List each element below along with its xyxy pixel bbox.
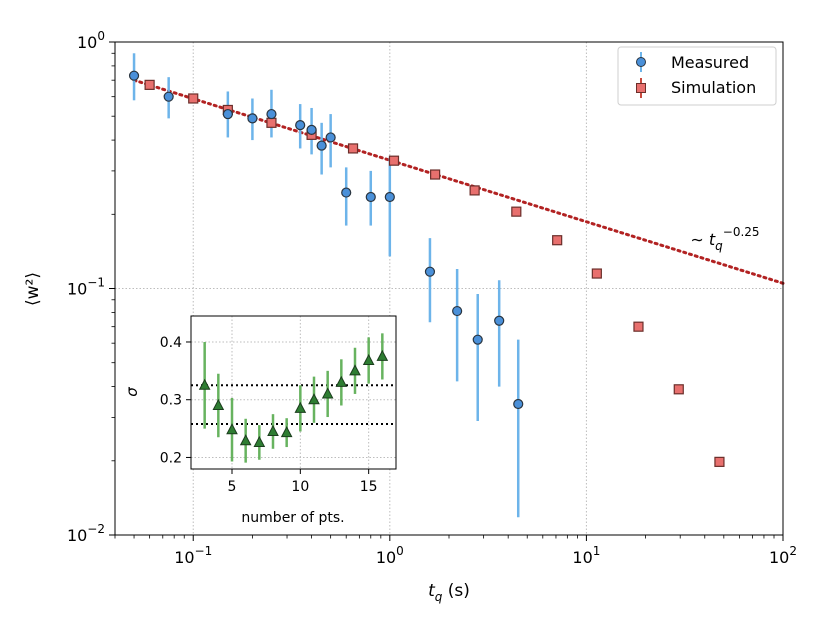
- inset-point: [376, 349, 389, 361]
- simulation-point: [430, 169, 441, 180]
- inset-hlines: [191, 384, 396, 425]
- y-axis-label: ⟨w²⟩: [23, 272, 43, 306]
- inset-point: [321, 387, 334, 399]
- measured-point: [222, 108, 233, 120]
- measured-point: [513, 398, 524, 410]
- simulation-point: [388, 155, 400, 166]
- legend-measured-label: Measured: [671, 53, 749, 72]
- measured-point: [316, 140, 327, 151]
- measured-point: [266, 108, 277, 120]
- inset-y-tick-label: 0.3: [160, 393, 182, 409]
- legend-measured-marker: [636, 57, 646, 67]
- simulation-point: [633, 321, 644, 332]
- inset-background: [191, 316, 396, 469]
- simulation-point: [552, 235, 563, 246]
- y-tick-label: 100: [77, 29, 105, 52]
- simulation-point: [714, 456, 725, 467]
- fit-annotation-text: ∼ tq−0.25: [690, 225, 759, 253]
- fit-line-layer: [132, 78, 785, 285]
- main-ticks: 10−1 100 101 102 10−2 10−1 100: [67, 29, 797, 567]
- measured-point: [325, 132, 336, 143]
- inset-x-label: number of pts.: [241, 510, 344, 526]
- inset-frame: [190, 315, 397, 470]
- measured-point: [452, 305, 463, 317]
- inset-point: [212, 398, 225, 410]
- inset-point: [280, 426, 293, 438]
- inset-point: [362, 353, 375, 365]
- measured-point: [128, 70, 140, 81]
- simulation-point: [347, 143, 359, 154]
- inset-point: [267, 424, 279, 436]
- measured-point: [247, 113, 258, 124]
- inset-y-label: σ: [123, 387, 141, 397]
- simulation-point: [144, 79, 155, 90]
- y-tick-label: 10−2: [67, 522, 105, 545]
- inset-point: [294, 401, 307, 413]
- x-axis-label: tq (s): [428, 581, 470, 604]
- x-tick-label: 10−1: [174, 544, 212, 567]
- fit-line: [132, 78, 785, 285]
- simulation-point: [511, 206, 522, 217]
- inset-y-tick-label: 0.2: [160, 450, 182, 466]
- y-tick-label: 10−1: [67, 276, 105, 299]
- simulation-point: [188, 93, 199, 104]
- inset-point: [239, 434, 252, 446]
- inset-x-tick-label: 15: [360, 479, 378, 495]
- measured-point: [472, 334, 483, 345]
- simulation-point: [673, 384, 684, 395]
- measured-point: [341, 187, 352, 198]
- fit-annotation: ∼ tq−0.25: [690, 225, 759, 253]
- legend-simulation-marker: [636, 83, 646, 93]
- inset-data-layer: [198, 333, 389, 463]
- measured-point: [365, 191, 376, 203]
- measured-point: [306, 124, 317, 135]
- x-tick-label: 101: [572, 544, 600, 567]
- inset-ticks: 5 10 15 0.2 0.3 0.4: [160, 335, 378, 495]
- main-data-layer: [128, 53, 725, 518]
- measured-point: [494, 315, 505, 326]
- simulation-point: [266, 117, 277, 128]
- inset-point: [335, 375, 348, 387]
- measured-point: [295, 120, 306, 131]
- inset-point: [253, 435, 266, 447]
- inset-x-tick-label: 10: [291, 479, 309, 495]
- measured-point: [163, 91, 174, 102]
- inset-point: [226, 423, 238, 435]
- measured-point: [424, 266, 436, 277]
- x-tick-label: 100: [376, 544, 404, 567]
- x-tick-label: 102: [769, 544, 797, 567]
- measured-point: [384, 191, 395, 203]
- inset-point: [308, 393, 320, 405]
- legend-simulation-label: Simulation: [671, 78, 756, 97]
- simulation-point: [591, 268, 602, 279]
- legend: Measured Simulation: [617, 46, 777, 106]
- simulation-point: [469, 185, 480, 196]
- inset-y-tick-label: 0.4: [160, 335, 182, 351]
- inset-x-tick-label: 5: [228, 479, 237, 495]
- inset-point: [198, 378, 211, 390]
- inset-point: [349, 364, 361, 376]
